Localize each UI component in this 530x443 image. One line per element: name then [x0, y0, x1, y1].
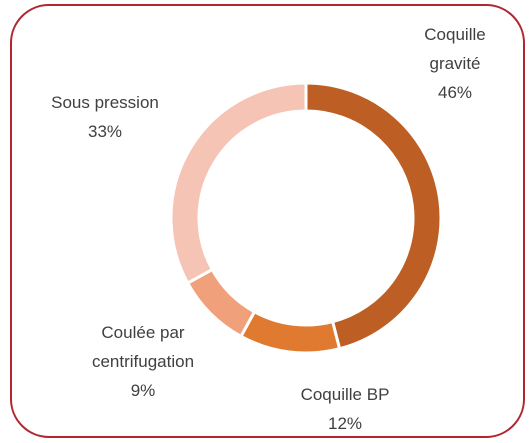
value-label: 9% — [130, 381, 156, 400]
category-label: Coquille BP — [300, 385, 390, 404]
value-label: 12% — [327, 414, 363, 433]
data-label: Sous pression 33% — [30, 88, 180, 146]
donut-segment — [304, 81, 443, 351]
donut-segment — [169, 81, 308, 286]
data-label: Coquille gravité 46% — [400, 20, 510, 107]
data-label: Coquille BP 12% — [275, 380, 415, 438]
category-label: Coulée par centrifugation — [91, 323, 195, 371]
category-label: Sous pression — [51, 93, 159, 112]
chart-border — [10, 4, 525, 438]
category-label: Coquille gravité — [424, 25, 486, 73]
value-label: 33% — [87, 122, 123, 141]
data-label: Coulée par centrifugation 9% — [68, 318, 218, 405]
value-label: 46% — [437, 83, 473, 102]
